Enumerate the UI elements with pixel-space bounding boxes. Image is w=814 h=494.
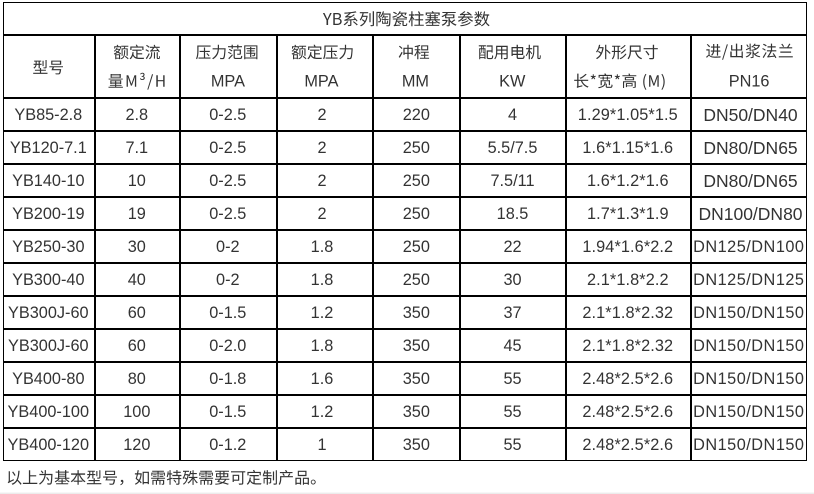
svg-text:2: 2	[317, 205, 326, 223]
svg-text:0-2: 0-2	[216, 238, 240, 256]
svg-text:YB140-10: YB140-10	[12, 172, 84, 190]
svg-text:22: 22	[503, 238, 521, 256]
svg-text:60: 60	[128, 337, 146, 355]
svg-text:55: 55	[503, 436, 521, 454]
svg-text:YB300J-60: YB300J-60	[8, 337, 89, 355]
svg-text:4: 4	[508, 106, 517, 124]
svg-text:250: 250	[403, 139, 430, 157]
svg-text:55: 55	[503, 403, 521, 421]
svg-text:220: 220	[403, 106, 430, 124]
svg-text:YB300-40: YB300-40	[12, 271, 84, 289]
svg-text:30: 30	[503, 271, 521, 289]
svg-text:2.48*2.5*2.6: 2.48*2.5*2.6	[582, 436, 673, 454]
svg-text:37: 37	[503, 304, 521, 322]
svg-text:DN150/DN150: DN150/DN150	[693, 304, 804, 322]
svg-text:MPA: MPA	[211, 73, 245, 91]
svg-text:YB300J-60: YB300J-60	[8, 304, 89, 322]
svg-text:250: 250	[403, 238, 430, 256]
svg-text:10: 10	[128, 172, 146, 190]
svg-text:0-1.5: 0-1.5	[209, 304, 246, 322]
svg-text:1.6: 1.6	[311, 370, 334, 388]
svg-text:DN100/DN80: DN100/DN80	[698, 204, 802, 224]
svg-text:80: 80	[128, 370, 146, 388]
svg-text:DN150/DN150: DN150/DN150	[693, 370, 804, 388]
svg-text:0-1.2: 0-1.2	[209, 436, 246, 454]
svg-text:YB400-100: YB400-100	[8, 403, 89, 421]
svg-text:250: 250	[403, 205, 430, 223]
svg-text:350: 350	[403, 403, 430, 421]
svg-text:DN150/DN150: DN150/DN150	[693, 337, 804, 355]
svg-text:0-2.0: 0-2.0	[209, 337, 246, 355]
svg-text:MPA: MPA	[304, 73, 338, 91]
svg-text:1.2: 1.2	[311, 304, 334, 322]
svg-text:0-2.5: 0-2.5	[209, 172, 246, 190]
svg-text:40: 40	[128, 271, 146, 289]
svg-text:2.1*1.8*2.2: 2.1*1.8*2.2	[587, 271, 669, 289]
svg-text:0-2.5: 0-2.5	[209, 139, 246, 157]
svg-text:55: 55	[503, 370, 521, 388]
svg-text:1.6*1.2*1.6: 1.6*1.2*1.6	[587, 172, 669, 190]
svg-text:100: 100	[123, 403, 150, 421]
svg-text:350: 350	[403, 436, 430, 454]
svg-text:5.5/7.5: 5.5/7.5	[488, 139, 538, 157]
svg-text:2: 2	[317, 106, 326, 124]
svg-text:350: 350	[403, 304, 430, 322]
svg-text:YB400-120: YB400-120	[8, 436, 89, 454]
svg-text:MM: MM	[402, 73, 429, 91]
svg-text:DN80/DN65: DN80/DN65	[703, 138, 797, 158]
svg-text:1.94*1.6*2.2: 1.94*1.6*2.2	[582, 238, 673, 256]
svg-text:60: 60	[128, 304, 146, 322]
svg-text:19: 19	[128, 205, 146, 223]
svg-text:1.7*1.3*1.9: 1.7*1.3*1.9	[587, 205, 669, 223]
svg-text:7.1: 7.1	[125, 139, 148, 157]
svg-text:18.5: 18.5	[497, 205, 529, 223]
svg-text:2.8: 2.8	[125, 106, 148, 124]
svg-text:350: 350	[403, 370, 430, 388]
svg-text:1.8: 1.8	[311, 271, 334, 289]
svg-text:DN50/DN40: DN50/DN40	[703, 105, 798, 125]
svg-text:YB120-7.1: YB120-7.1	[10, 139, 87, 157]
svg-text:0-2.5: 0-2.5	[209, 205, 246, 223]
svg-text:2.48*2.5*2.6: 2.48*2.5*2.6	[582, 403, 673, 421]
svg-text:1.2: 1.2	[311, 403, 334, 421]
svg-text:0-1.5: 0-1.5	[209, 403, 246, 421]
svg-text:1.29*1.05*1.5: 1.29*1.05*1.5	[578, 106, 678, 124]
svg-text:350: 350	[403, 337, 430, 355]
svg-text:0-2: 0-2	[216, 271, 240, 289]
svg-text:DN125/DN100: DN125/DN100	[693, 238, 804, 256]
svg-text:YB250-30: YB250-30	[12, 238, 84, 256]
svg-text:DN80/DN65: DN80/DN65	[703, 171, 797, 191]
svg-text:2: 2	[317, 172, 326, 190]
svg-text:2.48*2.5*2.6: 2.48*2.5*2.6	[582, 370, 673, 388]
svg-text:0-1.8: 0-1.8	[209, 370, 246, 388]
svg-text:30: 30	[128, 238, 146, 256]
svg-text:45: 45	[503, 337, 521, 355]
svg-text:DN150/DN150: DN150/DN150	[693, 403, 804, 421]
svg-text:DN150/DN150: DN150/DN150	[693, 436, 804, 454]
svg-text:1.6*1.15*1.6: 1.6*1.15*1.6	[582, 139, 673, 157]
svg-text:120: 120	[123, 436, 150, 454]
svg-text:2.1*1.8*2.32: 2.1*1.8*2.32	[582, 304, 673, 322]
svg-text:PN16: PN16	[729, 73, 770, 91]
svg-text:YB85-2.8: YB85-2.8	[14, 106, 82, 124]
svg-text:DN125/DN125: DN125/DN125	[693, 271, 804, 289]
svg-text:1: 1	[317, 436, 326, 454]
svg-text:7.5/11: 7.5/11	[490, 172, 534, 190]
svg-text:0-2.5: 0-2.5	[209, 106, 246, 124]
svg-text:250: 250	[403, 271, 430, 289]
svg-text:2: 2	[317, 139, 326, 157]
svg-text:YB400-80: YB400-80	[12, 370, 84, 388]
svg-text:YB200-19: YB200-19	[12, 205, 84, 223]
svg-text:KW: KW	[499, 73, 526, 91]
svg-text:250: 250	[403, 172, 430, 190]
svg-text:1.8: 1.8	[311, 238, 334, 256]
svg-text:2.1*1.8*2.32: 2.1*1.8*2.32	[582, 337, 673, 355]
svg-text:1.8: 1.8	[311, 337, 334, 355]
